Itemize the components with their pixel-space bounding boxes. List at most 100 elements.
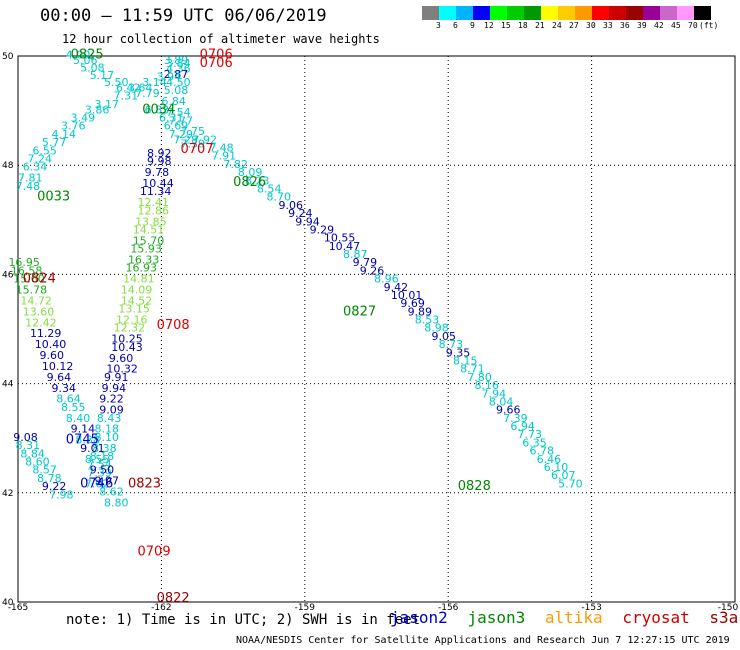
legend-swatch — [422, 6, 439, 20]
wave-height-value: 7.24 — [28, 152, 52, 165]
wave-height-value: 9.08 — [13, 431, 38, 444]
legend-swatch — [660, 6, 677, 20]
wave-height-value: 9.89 — [408, 305, 433, 318]
legend-label: 9 — [470, 21, 475, 30]
longitude-label: -165 — [8, 603, 28, 613]
wave-height-value: 14.52 — [121, 294, 152, 307]
wave-height-value: 9.60 — [109, 352, 134, 365]
pass-time-label: 0822 — [157, 591, 190, 606]
wave-height-values: 4.362.874.505.086.847.547.777.757.927.48… — [8, 49, 582, 510]
legend-swatch — [626, 6, 643, 20]
wave-height-value: 5.50 — [104, 76, 129, 89]
wave-height-value: 8.78 — [37, 472, 62, 485]
legend-swatch — [456, 6, 473, 20]
wave-height-value: 3.17 — [94, 98, 119, 111]
wave-height-value: 4.36 — [166, 62, 191, 75]
pass-time-label: 0745 — [66, 433, 99, 448]
pass-time-label: 0709 — [138, 545, 171, 560]
wave-height-value: 10.55 — [324, 232, 356, 245]
wave-height-value: 8.55 — [85, 453, 110, 466]
wave-height-value: 10.12 — [42, 360, 74, 373]
wave-height-value: 14.72 — [20, 294, 52, 307]
satellite-cryosat: cryosat — [622, 608, 690, 627]
wave-height-value: 9.14 — [71, 423, 96, 436]
wave-height-value: 7.79 — [135, 87, 160, 100]
wave-height-value: 7.80 — [467, 371, 492, 384]
wave-height-value: 7.82 — [224, 158, 249, 171]
pass-time-label: 0823 — [128, 476, 161, 491]
axis-labels: -165 -162 -159 -156 -153 -150 50 48 46 44 42 40 — [2, 52, 738, 613]
wave-height-value: 8.87 — [343, 248, 368, 261]
wave-height-value: 2.87 — [164, 68, 189, 81]
wave-height-value: 7.39 — [181, 138, 206, 151]
wave-height-value: 3.49 — [71, 112, 96, 125]
page-subtitle: 12 hour collection of altimeter wave hei… — [62, 32, 380, 46]
wave-height-value: 6.55 — [32, 144, 57, 157]
legend-swatch — [524, 6, 541, 20]
wave-height-value: 6.31 — [159, 112, 184, 125]
wave-height-value: 8.70 — [267, 191, 292, 204]
legend-swatch — [575, 6, 592, 20]
latitude-label: 42 — [2, 489, 13, 499]
satellite-jason2: jason2 — [390, 608, 448, 627]
wave-height-value: 8.54 — [257, 183, 282, 196]
wave-height-value: 16.33 — [128, 253, 160, 266]
wave-height-value: 8.10 — [94, 431, 119, 444]
wave-height-value: 12.42 — [25, 316, 56, 329]
pass-time-label: 0824 — [23, 272, 56, 287]
wave-height-value: 8.04 — [489, 395, 513, 408]
wave-height-value: 10.47 — [329, 240, 361, 253]
grid-lines — [18, 56, 735, 602]
wave-height-value: 6.07 — [551, 469, 576, 482]
wave-height-value: 7.39 — [503, 412, 528, 425]
satellite-altika: altika — [544, 608, 603, 627]
legend-swatch — [473, 6, 490, 20]
wave-height-value: 13.60 — [23, 305, 54, 318]
wave-height-value: 9.91 — [104, 371, 129, 384]
wave-height-value: 7.28 — [173, 133, 198, 146]
pass-time-label: 0827 — [343, 304, 376, 319]
wave-height-value: 7.75 — [181, 125, 206, 138]
legend-label: 18 — [518, 21, 528, 30]
wave-height-value: 7.48 — [209, 142, 234, 155]
wave-height-value: 10.32 — [106, 363, 137, 376]
page-title: 00:00 – 11:59 UTC 06/06/2019 — [40, 6, 327, 26]
latitude-label: 46 — [2, 270, 14, 280]
wave-height-value: 7.81 — [18, 172, 43, 185]
wave-height-value: 15.93 — [130, 243, 162, 256]
wave-height-value: 8.60 — [25, 456, 49, 469]
wave-height-value: 3.76 — [61, 120, 86, 133]
wave-height-value: 7.73 — [518, 428, 543, 441]
wave-height-value: 9.50 — [90, 464, 115, 477]
satellite-jason3: jason3 — [467, 608, 526, 627]
wave-height-value: 8.71 — [460, 363, 485, 376]
wave-height-value: 6.35 — [522, 436, 547, 449]
wave-height-value: 12.16 — [116, 314, 147, 327]
legend-label: 33 — [603, 21, 613, 30]
wave-height-value: 5.08 — [164, 84, 189, 97]
wave-height-value: 8.43 — [97, 412, 122, 425]
wave-height-value: 6.42 — [116, 81, 140, 94]
wave-height-value: 3.94 — [157, 71, 182, 84]
wave-height-value: 10.40 — [35, 338, 66, 351]
legend-label: 70 — [688, 21, 698, 30]
footer-note: note: 1) Time is in UTC; 2) SWH is in fe… — [66, 612, 421, 628]
wave-height-value: 9.94 — [295, 215, 320, 228]
legend-label: 27 — [569, 21, 579, 30]
wave-height-value: 8.31 — [16, 439, 41, 452]
legend-swatch — [490, 6, 507, 20]
legend-swatch — [677, 6, 694, 20]
wave-height-value: 8.38 — [92, 442, 117, 455]
wave-height-value: 9.69 — [400, 297, 425, 310]
wave-height-value: 8.53 — [415, 314, 440, 327]
wave-height-value: 9.97 — [94, 475, 119, 488]
wave-height-value: 9.35 — [446, 346, 471, 359]
wave-height-value: 9.34 — [51, 382, 76, 395]
wave-height-value: 5.77 — [42, 136, 67, 149]
wave-height-value: 10.44 — [142, 177, 174, 190]
wave-height-value: 14.09 — [121, 284, 152, 297]
wave-height-value: 8.55 — [61, 401, 86, 414]
longitude-label: -150 — [718, 603, 739, 613]
wave-height-value: 7.92 — [192, 133, 217, 146]
wave-height-value: 13.15 — [118, 303, 150, 316]
